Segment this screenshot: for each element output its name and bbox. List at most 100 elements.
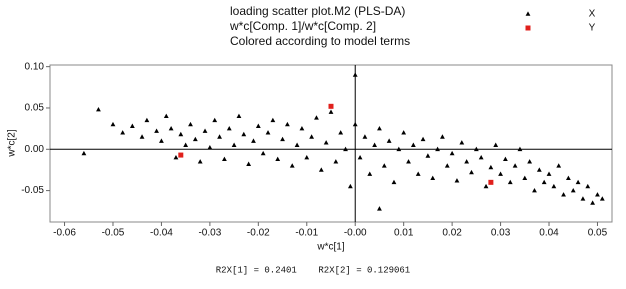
chart: loading scatter plot.M2 (PLS-DA) w*c[Com…: [0, 0, 626, 289]
point: [251, 138, 256, 142]
chart-subtitle: w*c[Comp. 1]/w*c[Comp. 2]: [229, 19, 376, 33]
point: [300, 126, 305, 130]
page: {"chart_data": {"type": "scatter", "titl…: [0, 0, 626, 289]
point: [304, 155, 309, 159]
point: [217, 134, 222, 138]
point: [600, 196, 605, 200]
y-tick-label: 0.05: [25, 103, 45, 114]
point: [353, 122, 358, 126]
point: [212, 118, 217, 122]
point: [237, 114, 242, 118]
point: [367, 171, 372, 175]
point: [387, 138, 392, 142]
point: [484, 184, 489, 188]
point: [401, 130, 406, 134]
point: [198, 159, 203, 163]
point: [144, 118, 149, 122]
point: [479, 155, 484, 159]
point: [358, 155, 363, 159]
point: [372, 143, 377, 147]
x-tick-label: -0.02: [247, 228, 270, 239]
point: [556, 163, 561, 167]
point: [585, 184, 590, 188]
point: [459, 140, 464, 144]
point: [338, 130, 343, 134]
x-tick-label: 0.05: [588, 228, 608, 239]
point: [203, 129, 208, 133]
point: [96, 107, 101, 111]
point: [329, 104, 334, 109]
point: [241, 132, 246, 136]
x-tick-label: -0.01: [295, 228, 318, 239]
point: [455, 178, 460, 182]
point: [353, 72, 358, 76]
plot-frame: [50, 65, 612, 222]
point: [275, 157, 280, 161]
point: [469, 170, 474, 174]
point: [319, 167, 324, 171]
point: [440, 134, 445, 138]
point: [140, 134, 145, 138]
x-tick-label: -0.04: [150, 228, 173, 239]
point: [120, 130, 125, 134]
point: [178, 153, 183, 158]
y-tick-label: -0.05: [21, 185, 44, 196]
point: [188, 122, 193, 126]
x-tick-label: -0.03: [198, 228, 221, 239]
point: [382, 163, 387, 167]
point: [270, 118, 275, 122]
x-tick-label: 0.04: [539, 228, 559, 239]
point: [130, 124, 135, 128]
point: [503, 157, 508, 161]
x-axis-title: w*c[1]: [316, 242, 344, 253]
point: [329, 110, 334, 114]
point: [498, 171, 503, 175]
chart-title: loading scatter plot.M2 (PLS-DA): [230, 4, 405, 18]
point: [193, 137, 198, 141]
point: [207, 145, 212, 149]
x-tick-label: 0.03: [491, 228, 511, 239]
point: [566, 176, 571, 180]
point: [82, 151, 87, 155]
point: [222, 157, 227, 161]
point: [227, 126, 232, 130]
point: [542, 180, 547, 184]
point: [411, 143, 416, 147]
point: [522, 176, 527, 180]
point: [256, 124, 261, 128]
legend-marker: [526, 26, 531, 31]
point: [377, 126, 382, 130]
point: [445, 163, 450, 167]
point: [159, 138, 164, 142]
point: [333, 159, 338, 163]
x-tick-label: -0.00: [344, 228, 367, 239]
point: [266, 130, 271, 134]
point: [532, 188, 537, 192]
point: [309, 134, 314, 138]
point: [421, 137, 426, 141]
point: [280, 137, 285, 141]
point: [178, 132, 183, 136]
legend-label: Y: [589, 23, 596, 34]
point: [261, 151, 266, 155]
point: [576, 180, 581, 184]
point: [285, 122, 290, 126]
legend-label: X: [589, 9, 596, 20]
point: [430, 176, 435, 180]
point: [488, 165, 493, 169]
point: [314, 115, 319, 119]
footer: R2X[1] = 0.2401 R2X[2] = 0.129061: [216, 265, 410, 275]
point: [450, 151, 455, 155]
point: [348, 184, 353, 188]
point: [595, 192, 600, 196]
point: [246, 162, 251, 166]
point: [183, 143, 188, 147]
point: [488, 180, 493, 185]
x-tick-label: 0.02: [442, 228, 462, 239]
point: [581, 196, 586, 200]
point: [464, 159, 469, 163]
x-tick-label: -0.06: [53, 228, 76, 239]
point: [551, 184, 556, 188]
point: [164, 114, 169, 118]
point: [169, 126, 174, 130]
